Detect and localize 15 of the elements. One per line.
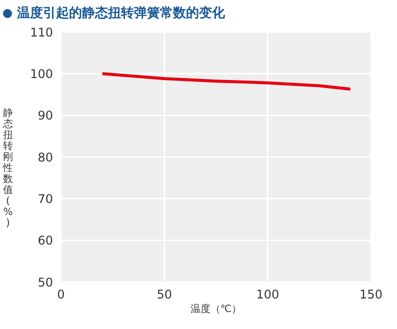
text: 静态扭转刚性数值(%) (3, 108, 13, 229)
line-series (100, 72, 352, 91)
chart-title: 温度引起的静态扭转弹簧常数的变化 (17, 4, 225, 22)
y-tick-label: 70 (38, 192, 53, 206)
y-tick-label: 50 (38, 275, 53, 290)
y-tick-label: 100 (30, 66, 53, 81)
x-tick-label: 0 (57, 288, 65, 302)
y-tick-label: 110 (30, 25, 53, 40)
x-tick-label: 150 (360, 288, 382, 302)
x-axis-title: 温度（℃） (190, 303, 242, 315)
x-tick-label: 50 (156, 288, 172, 302)
y-tick-label: 80 (38, 150, 53, 164)
y-tick-label: 60 (38, 234, 53, 248)
x-tick-label: 100 (256, 288, 280, 302)
y-tick-label: 90 (38, 108, 53, 123)
